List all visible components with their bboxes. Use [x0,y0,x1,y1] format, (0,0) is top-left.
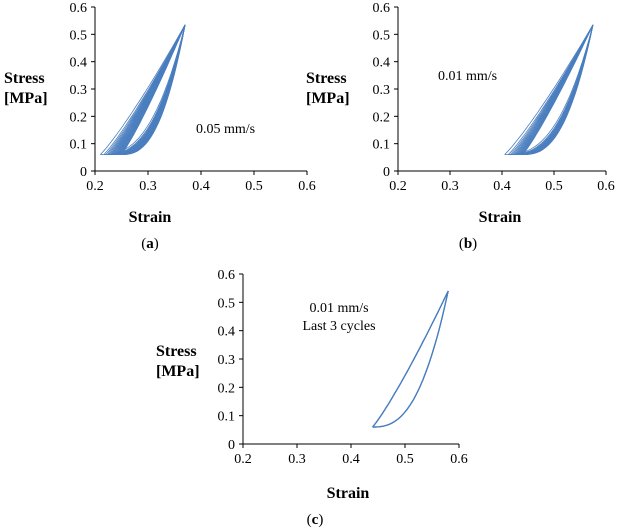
chart-a-ytick-label: 0.5 [70,28,88,43]
chart-a-annotation: 0.05 mm/s [196,122,255,137]
chart-b-cycle-curve [522,24,594,155]
chart-c-ylabel-line2: [MPa] [156,363,200,380]
chart-a-xlabel: Strain [129,209,172,226]
chart-c-panel-label: (c) [307,512,324,528]
chart-c-xtick-label: 0.3 [288,452,306,467]
chart-a-ytick-label: 0.3 [70,83,88,98]
chart-b-ytick-label: 0.1 [373,138,391,153]
chart-a-ylabel-line1: Stress [4,70,45,87]
chart-c-annotation-rate: 0.01 mm/s [309,301,368,316]
chart-b-xtick-label: 0.3 [441,179,459,194]
chart-c-xtick-label: 0.2 [234,452,252,467]
chart-b-ylabel-line1: Stress [306,70,347,87]
chart-b-xtick-label: 0.5 [545,179,563,194]
chart-c-cycle-curve [372,290,449,428]
chart-c-ytick-label: 0.6 [218,268,236,283]
chart-c-cycle-curve [372,290,449,428]
chart-c-annotation-cycles: Last 3 cycles [302,319,375,334]
chart-c-xtick-label: 0.6 [450,452,468,467]
chart-b-ytick-label: 0.2 [373,110,391,125]
chart-a-cycle-curve [121,24,186,155]
chart-c-panel-letter: c [312,512,319,528]
chart-c-ytick-label: 0 [228,438,235,453]
chart-a: Stress [MPa] 0.05 mm/s Strain (a) 0 0.1 0.… [4,1,316,252]
chart-c-cycle-curve [372,290,449,428]
chart-a-xtick-label: 0.4 [192,179,210,194]
chart-b-panel-label: (b) [459,236,477,252]
chart-b-xtick-label: 0.2 [389,179,407,194]
chart-c-ytick-label: 0.2 [218,381,236,396]
chart-a-ytick-label: 0 [80,165,87,180]
chart-c-ytick-label: 0.1 [218,410,236,425]
chart-c-ytick-label: 0.4 [218,325,236,340]
chart-a-panel-label: (a) [141,236,159,252]
chart-b-panel-letter: b [464,236,472,252]
chart-a-xtick-label: 0.2 [86,179,104,194]
chart-b: Stress [MPa] 0.01 mm/s Strain (b) 0 0.1 0.… [306,1,615,252]
chart-a-ytick-label: 0.2 [70,110,88,125]
chart-b-ytick-label: 0.3 [373,83,391,98]
chart-c-xtick-label: 0.5 [396,452,414,467]
chart-c-ytick-label: 0.3 [218,353,236,368]
chart-c: Stress [MPa] 0.01 mm/s Last 3 cycles Str… [156,268,468,528]
chart-c-xlabel: Strain [327,485,370,502]
chart-b-ylabel-line2: [MPa] [306,90,350,107]
chart-a-ytick-label: 0.4 [70,56,88,71]
chart-b-xtick-label: 0.6 [597,179,615,194]
chart-a-xtick-label: 0.6 [298,179,316,194]
chart-c-xtick-label: 0.4 [342,452,360,467]
chart-b-ytick-label: 0.6 [373,1,391,16]
chart-c-ytick-label: 0.5 [218,296,236,311]
chart-b-xlabel: Strain [479,209,522,226]
chart-a-panel-letter: a [146,236,154,252]
chart-b-xtick-label: 0.4 [493,179,511,194]
chart-a-xtick-label: 0.3 [139,179,157,194]
chart-c-ylabel-line1: Stress [156,343,197,360]
chart-a-ytick-label: 0.1 [70,138,88,153]
chart-b-ytick-label: 0.5 [373,28,391,43]
chart-b-annotation: 0.01 mm/s [438,69,497,84]
chart-a-xtick-label: 0.5 [245,179,263,194]
chart-a-ytick-label: 0.6 [70,1,88,16]
chart-b-ytick-label: 0.4 [373,56,391,71]
chart-a-ylabel-line2: [MPa] [4,90,48,107]
chart-b-ytick-label: 0 [383,165,390,180]
